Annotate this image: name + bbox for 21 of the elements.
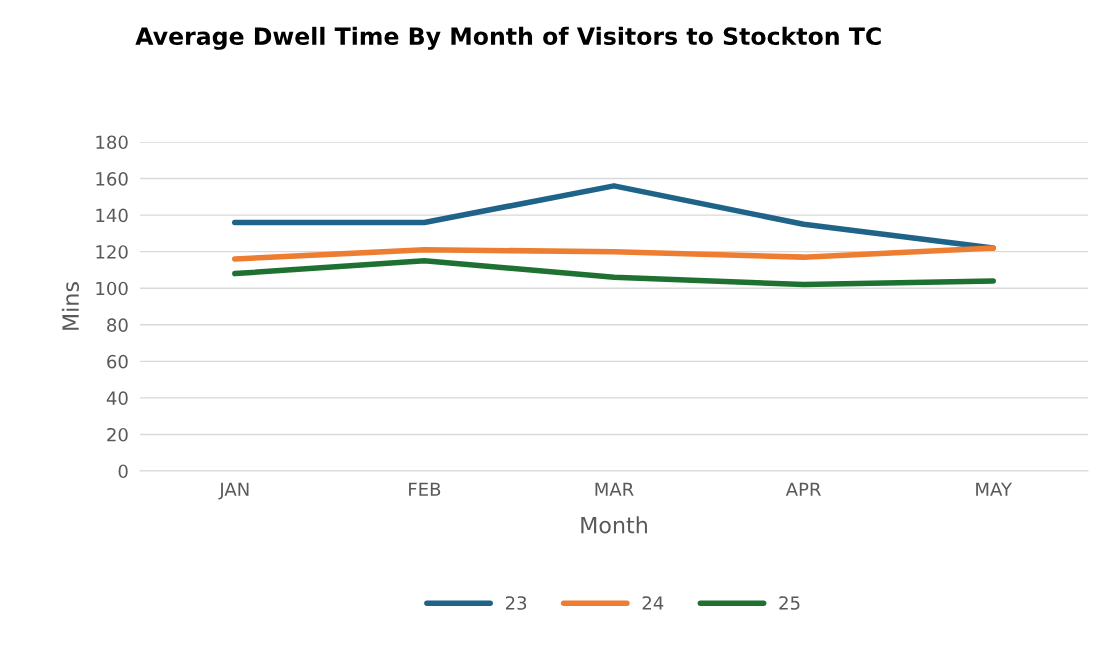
x-tick-label: MAR — [595, 482, 634, 496]
legend-label: 23 — [505, 596, 527, 610]
y-tick-label: 160 — [96, 172, 128, 186]
legend-label: 24 — [642, 596, 664, 610]
y-tick-label: 80 — [107, 318, 128, 332]
x-tick-label: MAY — [976, 482, 1013, 496]
y-axis-title: Mins — [61, 282, 80, 330]
x-tick-label: JAN — [218, 482, 249, 500]
legend-label: 25 — [779, 596, 800, 610]
x-tick-label: APR — [785, 482, 821, 496]
y-tick-label: 180 — [96, 135, 128, 150]
y-tick-label: 20 — [107, 427, 128, 442]
y-tick-label: 100 — [96, 281, 128, 296]
y-tick-label: 40 — [106, 391, 128, 406]
y-tick-label: 140 — [96, 208, 128, 223]
y-tick-label: 120 — [96, 245, 128, 259]
chart-title: Average Dwell Time By Month of Visitors to Stockton TC — [135, 26, 881, 50]
y-tick-label: 0 — [118, 464, 128, 479]
y-tick-label: 60 — [107, 354, 128, 369]
x-axis-title: Month — [581, 516, 647, 534]
x-tick-label: FEB — [409, 482, 441, 496]
